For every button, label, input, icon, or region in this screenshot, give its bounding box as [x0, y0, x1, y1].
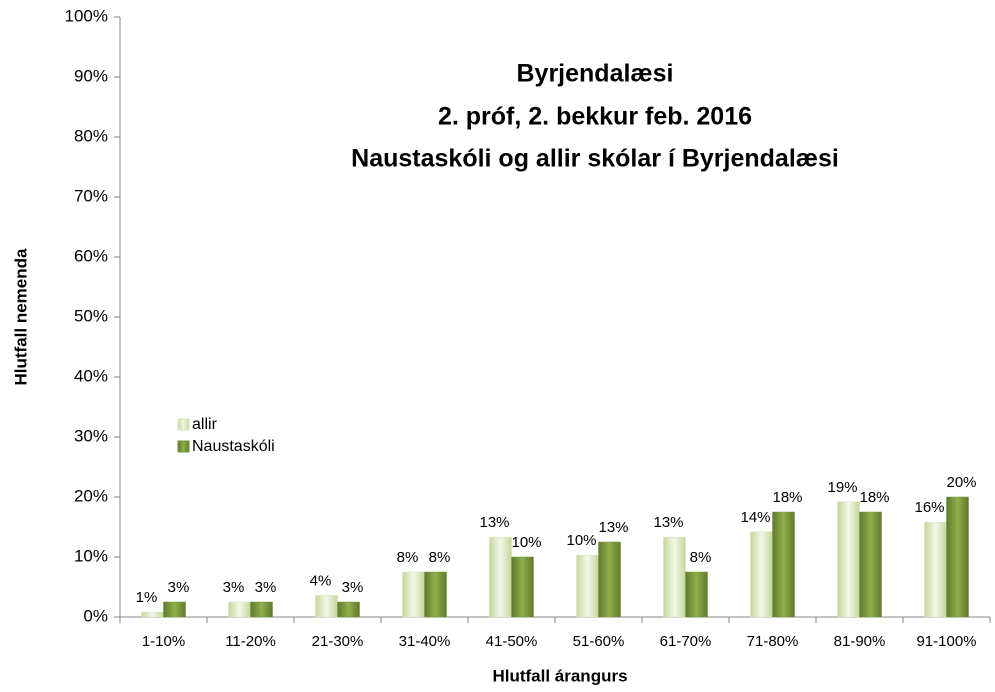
data-label: 18% [859, 489, 889, 506]
data-label: 19% [827, 479, 857, 496]
y-tick-label: 70% [74, 186, 108, 205]
data-label: 13% [653, 514, 683, 531]
y-tick-label: 90% [74, 66, 108, 85]
bar [837, 501, 860, 618]
data-label: 1% [136, 589, 158, 606]
x-tick-label: 81-90% [834, 633, 886, 650]
bar [663, 536, 686, 618]
x-axis-title: Hlutfall árangurs [492, 666, 627, 685]
legend-label: allir [192, 416, 218, 433]
data-label: 3% [255, 579, 277, 596]
bar [946, 496, 969, 618]
data-label: 3% [342, 579, 364, 596]
x-tick-label: 61-70% [660, 633, 712, 650]
bar [315, 595, 338, 618]
bar [489, 536, 512, 618]
x-tick-label: 31-40% [399, 633, 451, 650]
bar [511, 556, 534, 618]
data-label: 13% [598, 519, 628, 536]
bar [337, 601, 360, 618]
bar [141, 611, 164, 618]
x-tick-label: 91-100% [916, 633, 976, 650]
bar [576, 554, 599, 618]
data-label: 14% [740, 509, 770, 526]
data-label: 20% [946, 474, 976, 491]
bar [228, 601, 251, 618]
y-axis-title: Hlutfall nemenda [11, 248, 30, 386]
data-label: 8% [429, 549, 451, 566]
x-tick-label: 41-50% [486, 633, 538, 650]
y-tick-label: 80% [74, 126, 108, 145]
chart-title: Naustaskóli og allir skólar í Byrjendalæ… [351, 145, 839, 173]
y-tick-label: 50% [74, 306, 108, 325]
bar [685, 571, 708, 618]
bar [859, 511, 882, 618]
legend-swatch [177, 418, 190, 431]
data-label: 4% [310, 572, 332, 589]
data-label: 3% [223, 579, 245, 596]
y-tick-label: 60% [74, 246, 108, 265]
bar [772, 511, 795, 618]
y-tick-label: 40% [74, 366, 108, 385]
legend-label: Naustaskóli [192, 438, 275, 455]
data-label: 13% [479, 514, 509, 531]
x-tick-label: 11-20% [225, 633, 276, 650]
x-tick-label: 21-30% [312, 633, 364, 650]
bar [598, 541, 621, 618]
chart-title: Byrjendalæsi [516, 60, 673, 88]
y-tick-label: 0% [83, 606, 108, 625]
data-label: 10% [511, 534, 541, 551]
x-tick-label: 1-10% [142, 633, 185, 650]
data-label: 3% [168, 579, 190, 596]
chart-title: 2. próf, 2. bekkur feb. 2016 [438, 103, 752, 131]
legend-swatch [177, 440, 190, 453]
data-label: 10% [566, 532, 596, 549]
y-tick-label: 30% [74, 426, 108, 445]
bar [163, 601, 186, 618]
data-label: 18% [772, 489, 802, 506]
x-tick-label: 71-80% [747, 633, 799, 650]
y-tick-label: 10% [74, 546, 108, 565]
bar [250, 601, 273, 618]
bar [424, 571, 447, 618]
bar [924, 521, 947, 618]
x-tick-label: 51-60% [573, 633, 625, 650]
y-tick-label: 100% [65, 6, 108, 25]
bar [750, 531, 773, 618]
bar [402, 571, 425, 618]
data-label: 16% [914, 499, 944, 516]
y-tick-label: 20% [74, 486, 108, 505]
data-label: 8% [690, 549, 712, 566]
data-label: 8% [397, 549, 419, 566]
